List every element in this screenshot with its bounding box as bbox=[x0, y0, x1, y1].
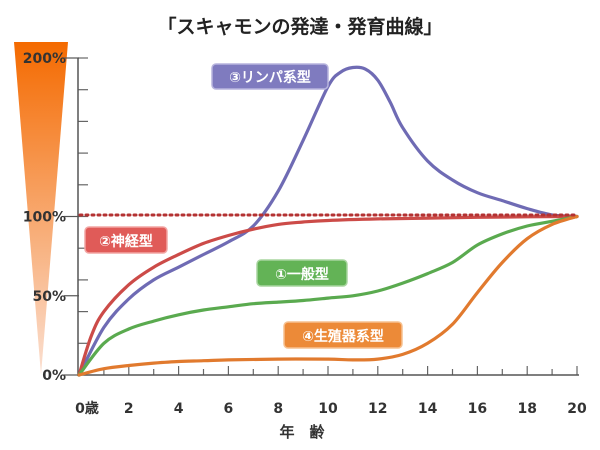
y-tick-label: 200% bbox=[23, 51, 66, 67]
series-label-lymphoid-text: ③リンパ系型 bbox=[229, 69, 311, 86]
x-tick-label: 12 bbox=[368, 401, 387, 417]
x-tick-label: 10 bbox=[318, 401, 338, 417]
series-label-general: ①一般型 bbox=[256, 259, 348, 287]
y-tick-labels: 0% 50% 100% 200% bbox=[23, 51, 79, 384]
y-tick-label: 100% bbox=[23, 210, 66, 226]
x-axis-label: 年 齢 bbox=[279, 423, 325, 441]
x-tick-labels: 0歳 2 4 6 8 10 12 14 16 18 20 bbox=[75, 400, 587, 417]
x-tick-label: 0歳 bbox=[75, 400, 99, 417]
x-tick-label: 2 bbox=[124, 401, 134, 417]
x-tick-label: 18 bbox=[517, 401, 536, 417]
x-ticks bbox=[103, 366, 578, 375]
growth-scale-wedge bbox=[14, 42, 68, 375]
x-tick-label: 6 bbox=[224, 401, 234, 417]
x-tick-label: 14 bbox=[418, 401, 438, 417]
series-line-general bbox=[77, 214, 579, 377]
x-tick-label: 4 bbox=[174, 401, 184, 417]
series-line-reproductive bbox=[77, 214, 579, 377]
series-line-lymphoid bbox=[77, 65, 579, 377]
series-line-neural bbox=[77, 214, 579, 377]
y-tick-label: 0% bbox=[42, 368, 66, 384]
y-minor-ticks bbox=[78, 57, 88, 344]
chart-title: 「スキャモンの発達・発育曲線」 bbox=[157, 15, 442, 38]
series-label-neural: ②神経型 bbox=[84, 226, 168, 254]
x-tick-label: 16 bbox=[468, 401, 487, 417]
series-label-reproductive: ④生殖器系型 bbox=[283, 321, 403, 349]
series-label-neural-text: ②神経型 bbox=[99, 233, 153, 250]
series-lines bbox=[77, 65, 579, 377]
x-tick-label: 20 bbox=[567, 401, 587, 417]
series-label-reproductive-text: ④生殖器系型 bbox=[302, 328, 384, 345]
series-label-lymphoid: ③リンパ系型 bbox=[211, 63, 329, 90]
x-tick-label: 8 bbox=[273, 401, 283, 417]
y-tick-label: 50% bbox=[32, 289, 66, 305]
series-label-general-text: ①一般型 bbox=[275, 266, 329, 283]
